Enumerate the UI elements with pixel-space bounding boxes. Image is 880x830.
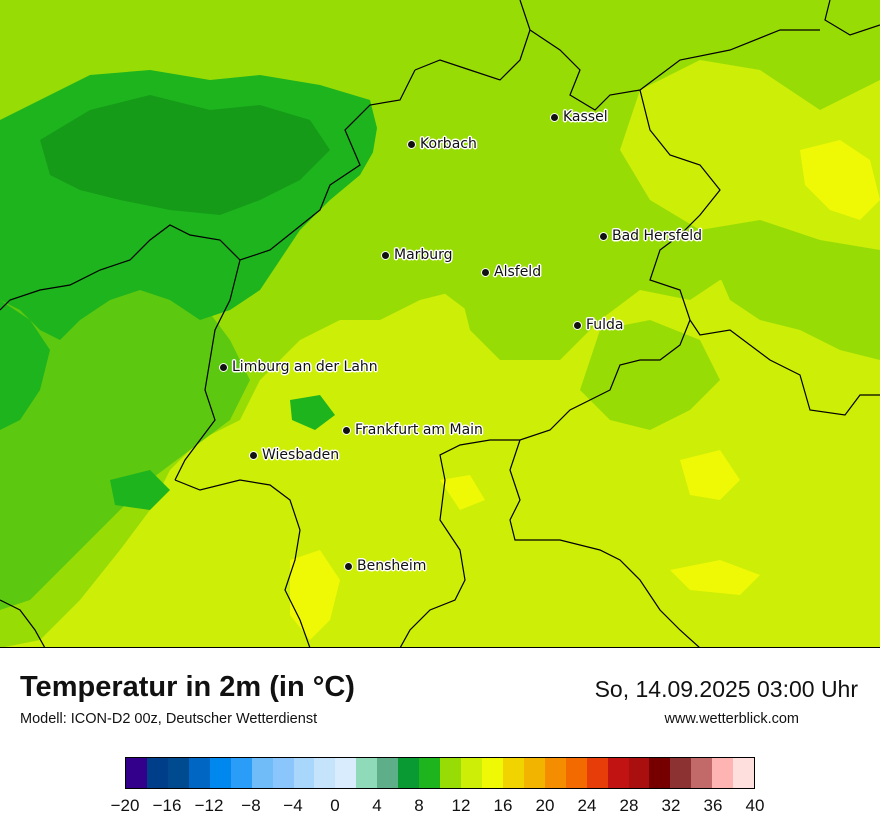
colorbar-cell xyxy=(167,758,189,788)
city-label: Korbach xyxy=(420,136,477,152)
colorbar-cell xyxy=(419,758,441,788)
colorbar-cell xyxy=(356,758,378,788)
city-dot-icon xyxy=(219,362,228,372)
colorbar-cell xyxy=(146,758,168,788)
field-dark-green-patch xyxy=(110,470,170,510)
colorbar-tick-label: 28 xyxy=(619,796,639,815)
colorbar-cell xyxy=(565,758,587,788)
colorbar-cell xyxy=(733,758,755,788)
colorbar-cell xyxy=(586,758,608,788)
city-dot-icon xyxy=(481,267,490,277)
city-dot-icon xyxy=(599,231,608,241)
colorbar-tick-label: −20 xyxy=(110,796,140,815)
colorbar-tick-label: −12 xyxy=(194,796,224,815)
state-borders xyxy=(0,0,880,647)
city-dot-icon xyxy=(342,425,351,435)
colorbar-tick-label: 32 xyxy=(661,796,681,815)
city-kassel: Kassel xyxy=(550,109,608,125)
field-yellow-se xyxy=(680,450,740,500)
colorbar-cell xyxy=(272,758,294,788)
colorbar-cell xyxy=(335,758,357,788)
city-label: Frankfurt am Main xyxy=(355,422,483,438)
colorbar-cell xyxy=(314,758,336,788)
city-dot-icon xyxy=(249,450,258,460)
field-yellow-east xyxy=(800,140,880,220)
colorbar-tick-label: 24 xyxy=(577,796,597,815)
city-fulda: Fulda xyxy=(573,317,624,333)
city-bad-hersfeld: Bad Hersfeld xyxy=(599,228,702,244)
city-label: Bensheim xyxy=(357,558,427,574)
city-dot-icon xyxy=(381,250,390,260)
city-label: Wiesbaden xyxy=(262,447,340,463)
website-label: www.wetterblick.com xyxy=(664,711,799,727)
city-dot-icon xyxy=(573,320,582,330)
colorbar-ticks: −20 −16 −12 −8 −4 0 4 8 12 16 20 24 28 32 36 40 xyxy=(111,796,765,820)
forecast-datetime: So, 14.09.2025 03:00 Uhr xyxy=(594,676,858,702)
colorbar-cell xyxy=(523,758,545,788)
city-wiesbaden: Wiesbaden xyxy=(249,447,339,463)
colorbar-tick-label: 4 xyxy=(372,796,382,815)
colorbar-cell xyxy=(691,758,713,788)
city-bensheim: Bensheim xyxy=(344,558,426,574)
colorbar-tick-label: 36 xyxy=(703,796,723,815)
temperature-field xyxy=(0,0,880,647)
city-dot-icon xyxy=(550,112,559,122)
colorbar-cell xyxy=(188,758,210,788)
colorbar-cell xyxy=(398,758,420,788)
field-light-green-central xyxy=(370,100,610,340)
city-label: Marburg xyxy=(394,247,453,263)
colorbar-cell xyxy=(230,758,252,788)
colorbar-tick-label: 40 xyxy=(745,796,765,815)
colorbar-cell xyxy=(607,758,629,788)
model-subtitle: Modell: ICON-D2 00z, Deutscher Wetterdie… xyxy=(20,711,318,727)
city-marburg: Marburg xyxy=(381,247,453,263)
field-yellow-s xyxy=(290,550,340,640)
colorbar-cell xyxy=(126,758,147,788)
colorbar-cell xyxy=(293,758,315,788)
colorbar-cell xyxy=(712,758,734,788)
map-title: Temperatur in 2m (in °C) xyxy=(20,671,355,703)
colorbar-tick-label: 8 xyxy=(414,796,424,815)
colorbar-cell xyxy=(544,758,566,788)
colorbar-tick-label: 0 xyxy=(330,796,340,815)
city-alsfeld: Alsfeld xyxy=(481,264,541,280)
colorbar-tick-label: 16 xyxy=(493,796,513,815)
field-darker-green xyxy=(40,95,330,215)
colorbar-tick-label: −8 xyxy=(241,796,261,815)
temperature-map: Kassel Korbach Bad Hersfeld Marburg Alsf… xyxy=(0,0,880,648)
city-label: Bad Hersfeld xyxy=(612,228,703,244)
field-yellow-s2 xyxy=(440,475,485,510)
field-light-green-southeast xyxy=(580,320,720,430)
city-label: Kassel xyxy=(563,109,608,125)
city-label: Alsfeld xyxy=(494,264,542,280)
city-dot-icon xyxy=(407,139,416,149)
colorbar-cell xyxy=(209,758,231,788)
colorbar-cell xyxy=(461,758,482,788)
colorbar-cell xyxy=(251,758,273,788)
field-dark-green-patch2 xyxy=(290,395,335,430)
colorbar-cell xyxy=(649,758,671,788)
city-label: Fulda xyxy=(586,317,624,333)
city-label: Limburg an der Lahn xyxy=(232,359,378,375)
field-yellow-se2 xyxy=(670,560,760,595)
city-frankfurt: Frankfurt am Main xyxy=(342,422,483,438)
colorbar-tick-label: 20 xyxy=(535,796,555,815)
colorbar-cell xyxy=(481,758,503,788)
city-korbach: Korbach xyxy=(407,136,477,152)
colorbar-cell xyxy=(670,758,692,788)
city-dot-icon xyxy=(344,561,353,571)
colorbar-cell xyxy=(377,758,399,788)
field-light-green-east xyxy=(700,230,880,360)
colorbar-cell xyxy=(502,758,524,788)
colorbar-tick-label: −16 xyxy=(152,796,182,815)
colorbar-cell xyxy=(440,758,461,788)
field-dark-green-sw xyxy=(0,300,50,430)
temperature-colorbar xyxy=(125,757,755,789)
colorbar-tick-label: 12 xyxy=(451,796,471,815)
colorbar-cell xyxy=(628,758,650,788)
colorbar-tick-label: −4 xyxy=(283,796,303,815)
city-limburg: Limburg an der Lahn xyxy=(219,359,378,375)
